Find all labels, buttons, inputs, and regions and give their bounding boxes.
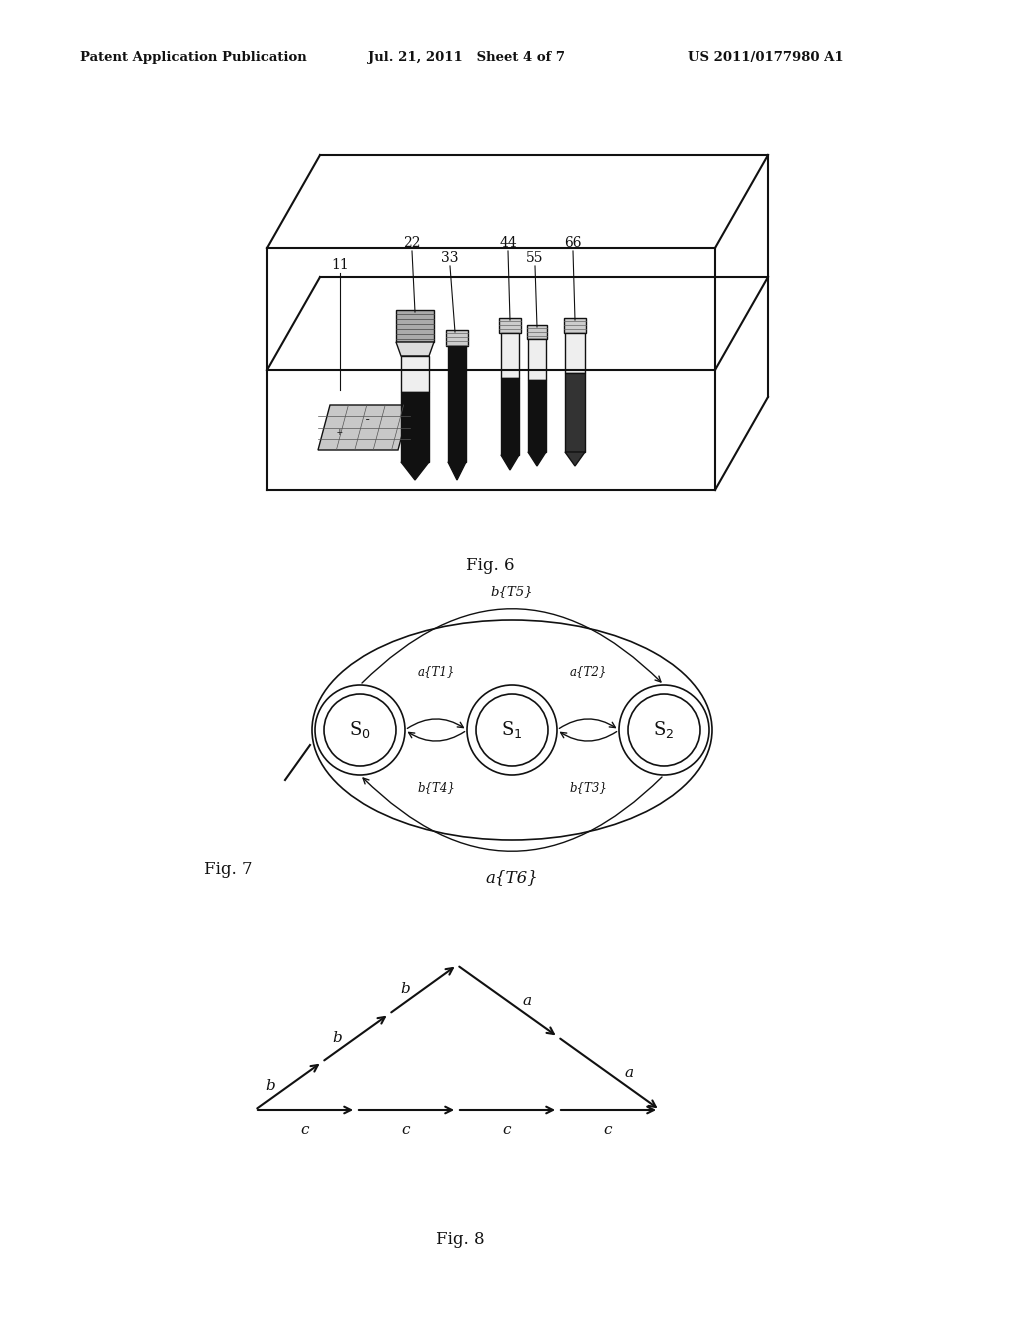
Polygon shape bbox=[528, 339, 546, 380]
Text: S$_2$: S$_2$ bbox=[653, 719, 675, 741]
Polygon shape bbox=[565, 451, 585, 466]
Text: b: b bbox=[265, 1078, 274, 1093]
Text: +: + bbox=[337, 426, 343, 437]
Polygon shape bbox=[318, 405, 410, 450]
Text: b: b bbox=[332, 1031, 342, 1045]
Text: S$_0$: S$_0$ bbox=[349, 719, 371, 741]
Circle shape bbox=[628, 694, 700, 766]
Text: Fig. 7: Fig. 7 bbox=[204, 862, 252, 879]
Polygon shape bbox=[565, 374, 585, 451]
Circle shape bbox=[618, 685, 709, 775]
Text: a: a bbox=[522, 994, 531, 1008]
Text: 55: 55 bbox=[526, 251, 544, 265]
Polygon shape bbox=[449, 462, 466, 480]
Text: Patent Application Publication: Patent Application Publication bbox=[80, 51, 307, 65]
Text: Jul. 21, 2011   Sheet 4 of 7: Jul. 21, 2011 Sheet 4 of 7 bbox=[368, 51, 565, 65]
Text: 11: 11 bbox=[331, 257, 349, 272]
Polygon shape bbox=[449, 346, 466, 462]
Text: b{T5}: b{T5} bbox=[490, 586, 534, 598]
Text: a{T2}: a{T2} bbox=[569, 665, 606, 678]
Polygon shape bbox=[499, 318, 521, 333]
Text: 44: 44 bbox=[499, 236, 517, 249]
Text: c: c bbox=[503, 1123, 511, 1137]
Text: c: c bbox=[604, 1123, 612, 1137]
Circle shape bbox=[467, 685, 557, 775]
Polygon shape bbox=[565, 333, 585, 374]
Text: 66: 66 bbox=[564, 236, 582, 249]
Polygon shape bbox=[396, 310, 434, 342]
Text: b{T3}: b{T3} bbox=[569, 781, 607, 795]
Text: S$_1$: S$_1$ bbox=[502, 719, 522, 741]
Polygon shape bbox=[401, 392, 429, 462]
Polygon shape bbox=[401, 462, 429, 480]
Text: a{T1}: a{T1} bbox=[418, 665, 455, 678]
Circle shape bbox=[476, 694, 548, 766]
Text: c: c bbox=[301, 1123, 309, 1137]
Text: Fig. 8: Fig. 8 bbox=[435, 1232, 484, 1249]
Circle shape bbox=[324, 694, 396, 766]
Text: US 2011/0177980 A1: US 2011/0177980 A1 bbox=[688, 51, 844, 65]
Text: a{T6}: a{T6} bbox=[485, 870, 539, 887]
Polygon shape bbox=[446, 330, 468, 346]
Text: b{T4}: b{T4} bbox=[417, 781, 455, 795]
Text: -: - bbox=[365, 413, 372, 426]
Circle shape bbox=[315, 685, 406, 775]
Polygon shape bbox=[564, 318, 586, 333]
Polygon shape bbox=[528, 451, 546, 466]
Ellipse shape bbox=[312, 620, 712, 840]
Polygon shape bbox=[396, 342, 434, 356]
Polygon shape bbox=[501, 378, 519, 455]
Polygon shape bbox=[501, 455, 519, 470]
Polygon shape bbox=[501, 333, 519, 378]
Text: 33: 33 bbox=[441, 251, 459, 265]
Text: 22: 22 bbox=[403, 236, 421, 249]
Text: b: b bbox=[400, 982, 410, 997]
Polygon shape bbox=[401, 356, 429, 392]
Polygon shape bbox=[527, 325, 547, 339]
Text: a: a bbox=[625, 1067, 634, 1080]
Text: c: c bbox=[401, 1123, 411, 1137]
Text: Fig. 6: Fig. 6 bbox=[466, 557, 514, 573]
Polygon shape bbox=[528, 380, 546, 451]
